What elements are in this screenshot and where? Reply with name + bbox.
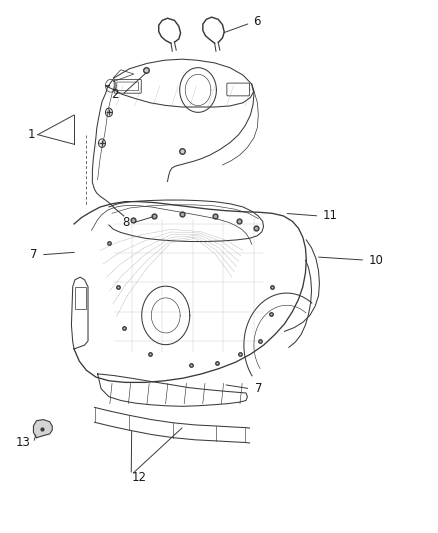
Bar (75, 287, 86, 309)
Text: 10: 10 (368, 254, 383, 266)
Text: 7: 7 (30, 248, 38, 261)
Text: 13: 13 (15, 437, 30, 449)
Text: 1: 1 (28, 128, 35, 141)
Text: 11: 11 (323, 209, 338, 222)
Text: 6: 6 (253, 15, 261, 28)
Text: 2: 2 (111, 88, 119, 101)
Polygon shape (33, 419, 52, 438)
Text: 12: 12 (132, 471, 147, 484)
Text: 8: 8 (122, 216, 130, 229)
Text: 7: 7 (255, 382, 262, 395)
